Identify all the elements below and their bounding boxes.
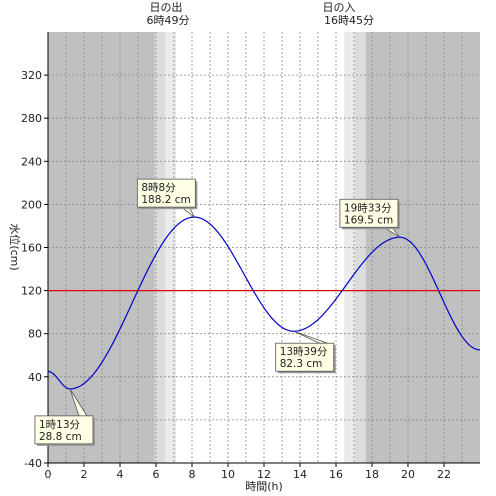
y-tick-label: 120 [21,285,42,298]
x-tick-label: 0 [45,468,52,481]
callout-box [275,342,335,372]
y-tick-label: 280 [21,112,42,125]
x-tick-label: 4 [117,468,124,481]
callout-time: 13時39分 [280,346,328,358]
twilight-band [165,32,177,463]
x-tick-label: 8 [189,468,196,481]
x-tick-label: 6 [153,468,160,481]
y-tick-label: 40 [28,371,42,384]
x-tick-label: 10 [221,468,235,481]
x-tick-label: 16 [329,468,343,481]
callout-value: 169.5 cm [344,214,393,226]
y-tick-label: 80 [28,328,42,341]
callout-value: 82.3 cm [280,358,323,370]
callout-box [136,178,196,208]
callout-box [34,415,94,445]
sun-times: 日の出 6時49分 日の入 16時45分 [147,0,375,27]
x-tick-label: 18 [365,468,379,481]
callout-time: 8時8分 [141,182,176,194]
y-tick-label: -40 [24,457,42,470]
sunset-label: 日の入 [323,1,356,14]
tide-curve-group [47,216,481,390]
sunrise-label: 日の出 [150,0,183,14]
callout-box [339,198,399,228]
x-tick-label: 2 [81,468,88,481]
callout-time: 19時33分 [344,202,392,214]
night-band [365,32,480,463]
callout-time: 1時13分 [39,419,81,431]
x-tick-label: 20 [401,468,415,481]
y-tick-label: 240 [21,155,42,168]
y-tick-label: 200 [21,198,42,211]
callout-value: 28.8 cm [39,431,82,443]
x-tick-label: 22 [437,468,451,481]
tide-curve [47,216,481,390]
x-tick-label: 14 [293,468,307,481]
axis-labels: 時間(h) 水位(cm) [8,223,283,493]
sunrise-time: 6時49分 [147,14,190,27]
axes: 0246810121416182022-40040801201602002402… [21,32,480,481]
x-axis-label: 時間(h) [245,480,283,493]
y-tick-label: 160 [21,242,42,255]
x-tick-label: 12 [257,468,271,481]
y-axis-label: 水位(cm) [8,223,22,270]
y-tick-label: 320 [21,69,42,82]
callout-value: 188.2 cm [141,194,190,206]
sunset-time: 16時45分 [324,14,374,27]
